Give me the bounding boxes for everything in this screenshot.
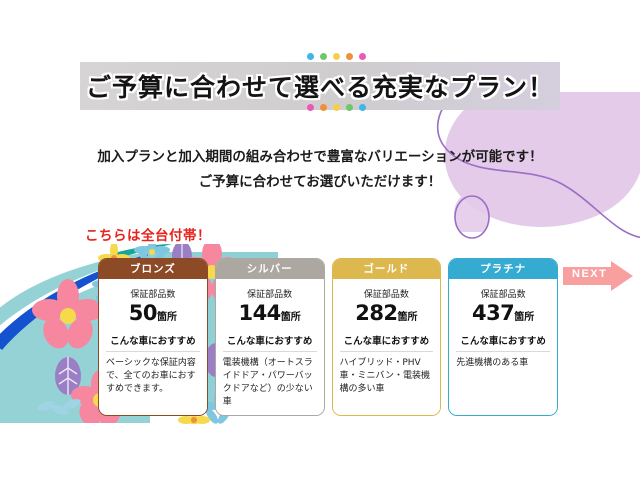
plan-card[interactable]: ゴールド保証部品数 282箇所こんな車におすすめハイブリッド・PHV車・ミニバン・… <box>331 258 442 416</box>
banner-dot <box>333 104 340 111</box>
banner-dot <box>307 53 314 60</box>
covered-parts-label: 保証部品数 <box>247 290 293 300</box>
lead-copy: 加入プランと加入期間の組み合わせで豊富なバリエーションが可能です！ ご予算に合わ… <box>0 145 640 195</box>
covered-parts-number: 437 <box>471 301 515 325</box>
recommendation-description: 電装機構（オートスライドドア・パワーバックドアなど）の少ない車 <box>222 358 313 407</box>
banner-dots-top <box>307 53 366 60</box>
recommendation-description: ハイブリッド・PHV車・ミニバン・電装機構の多い車 <box>339 358 430 394</box>
banner-title: ご予算に合わせて選べる充実なプラン！ <box>85 73 554 102</box>
recommendation-label: こんな車におすすめ <box>106 333 200 352</box>
next-button-label[interactable]: NEXT <box>572 268 608 280</box>
plan-card[interactable]: シルバー保証部品数 144箇所こんな車におすすめ電装機構（オートスライドドア・パワ… <box>214 258 325 416</box>
plan-card-list: ブロンズ 保証部品数 50箇所 こんな車におすすめ ベーシックな保証内容で、全てのお車に… <box>98 258 558 416</box>
recommendation-label: こんな車におすすめ <box>222 333 317 352</box>
covered-parts-unit: 箇所 <box>397 312 418 323</box>
plan-card-title: ゴールド <box>332 259 441 279</box>
banner-dot <box>320 53 327 60</box>
lead-line-2: ご予算に合わせてお選びいただけます！ <box>198 174 442 190</box>
plan-card-body: 保証部品数 282箇所こんな車におすすめハイブリッド・PHV車・ミニバン・電装機構… <box>332 279 441 415</box>
covered-parts-label: 保証部品数 <box>130 290 176 300</box>
covered-parts-label: 保証部品数 <box>480 290 526 300</box>
banner-dot <box>346 104 353 111</box>
all-cars-badge: こちらは全台付帯！ <box>85 228 211 244</box>
covered-parts-count: 144箇所 <box>223 301 317 325</box>
covered-parts-unit: 箇所 <box>514 312 535 323</box>
recommendation-description: ベーシックな保証内容で、全てのお車におすすめできます。 <box>106 358 196 394</box>
banner-dots-bottom <box>307 104 366 111</box>
covered-parts-unit: 箇所 <box>280 312 301 323</box>
banner-dot <box>320 104 327 111</box>
covered-parts-label: 保証部品数 <box>363 290 409 300</box>
covered-parts-number: 144 <box>238 301 281 325</box>
covered-parts-count: 50箇所 <box>106 301 200 325</box>
recommendation-description: 先進機構のある車 <box>456 358 529 368</box>
banner-dot <box>307 104 314 111</box>
next-arrow-icon[interactable] <box>563 261 633 291</box>
banner-dot <box>359 104 366 111</box>
plan-card-title: ブロンズ <box>99 259 207 279</box>
recommendation-label: こんな車におすすめ <box>339 333 434 352</box>
plan-card-title: シルバー <box>215 259 324 279</box>
banner: ご予算に合わせて選べる充実なプラン！ <box>80 62 560 110</box>
covered-parts-number: 282 <box>355 301 398 325</box>
plan-card[interactable]: プラチナ保証部品数 437箇所こんな車におすすめ先進機構のある車 <box>448 258 558 416</box>
covered-parts-unit: 箇所 <box>156 312 177 323</box>
plan-card-body: 保証部品数 50箇所こんな車におすすめベーシックな保証内容で、全てのお車におすすめ… <box>99 279 207 415</box>
banner-dot <box>359 53 366 60</box>
plan-card-body: 保証部品数 437箇所こんな車におすすめ先進機構のある車 <box>449 279 557 415</box>
plan-card-title: プラチナ <box>449 259 557 279</box>
covered-parts-count: 282箇所 <box>340 301 434 325</box>
plan-card-body: 保証部品数 144箇所こんな車におすすめ電装機構（オートスライドドア・パワーバック… <box>215 279 324 415</box>
covered-parts-count: 437箇所 <box>456 301 550 325</box>
lead-line-1: 加入プランと加入期間の組み合わせで豊富なバリエーションが可能です！ <box>97 149 543 165</box>
banner-dot <box>346 53 353 60</box>
plan-card[interactable]: ブロンズ保証部品数 50箇所こんな車におすすめベーシックな保証内容で、全てのお車に… <box>98 258 208 416</box>
recommendation-label: こんな車におすすめ <box>456 333 550 352</box>
banner-dot <box>333 53 340 60</box>
covered-parts-number: 50 <box>128 301 158 325</box>
